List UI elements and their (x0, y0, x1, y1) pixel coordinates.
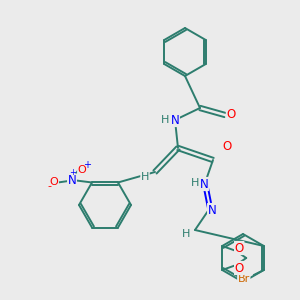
Text: O: O (78, 166, 86, 176)
Text: +: + (83, 160, 91, 170)
Text: +: + (70, 168, 76, 177)
Text: O: O (235, 242, 244, 254)
Text: Br: Br (238, 274, 250, 284)
Text: -: - (47, 182, 51, 191)
Text: N: N (208, 203, 216, 217)
Text: H: H (141, 172, 149, 182)
Text: O: O (222, 140, 232, 152)
Text: H: H (161, 115, 169, 125)
Text: O: O (235, 262, 244, 275)
Text: O: O (226, 109, 236, 122)
Text: N: N (200, 178, 208, 190)
Text: O: O (50, 178, 58, 188)
Text: H: H (182, 229, 190, 239)
Text: N: N (68, 174, 76, 187)
Text: N: N (171, 113, 179, 127)
Text: H: H (191, 178, 199, 188)
